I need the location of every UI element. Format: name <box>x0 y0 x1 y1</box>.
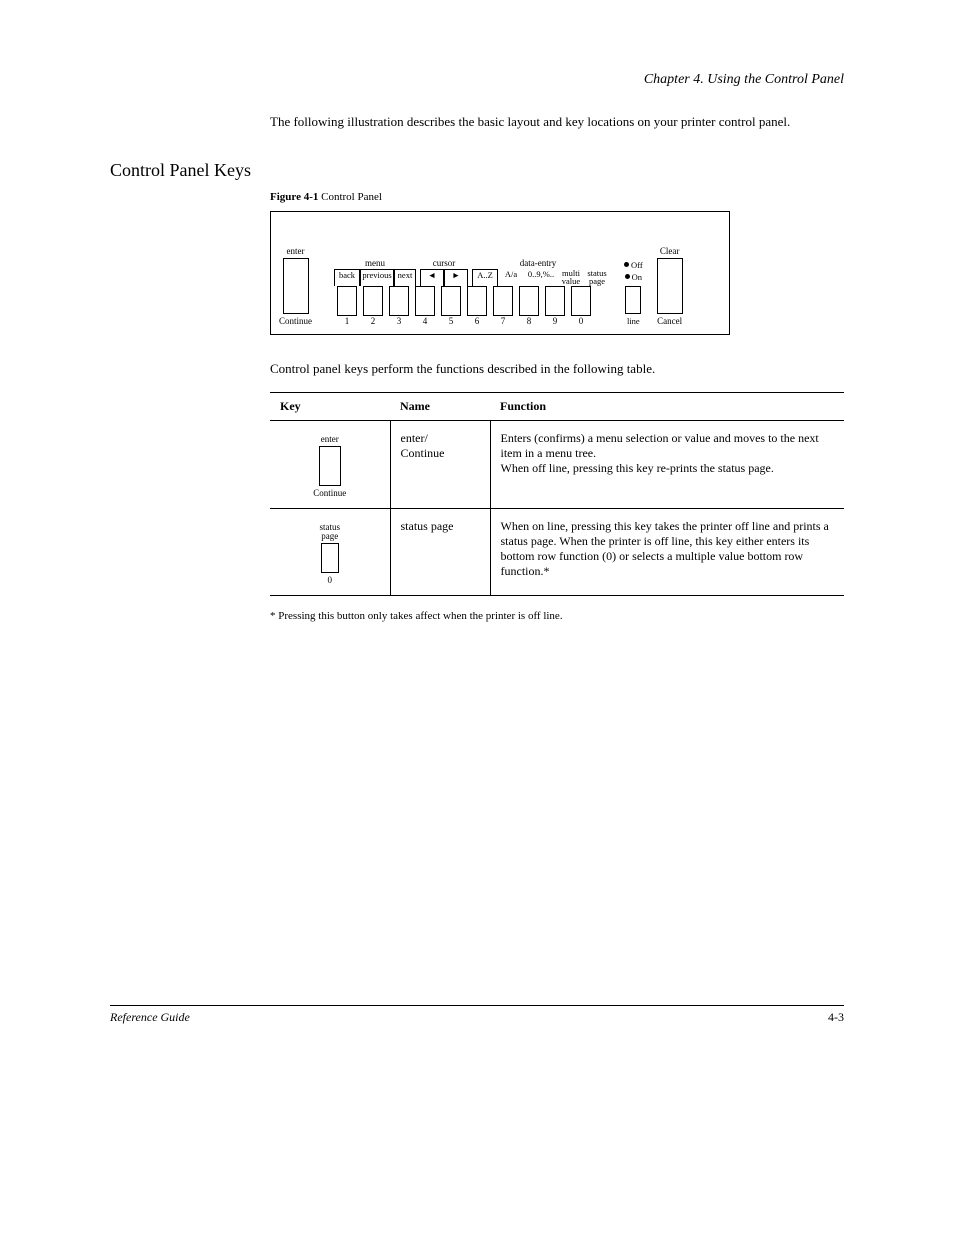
figure-number: Figure 4-1 <box>270 191 318 203</box>
panel-key-2 <box>363 286 383 316</box>
sub-multi: multi value <box>558 269 584 286</box>
intro-paragraph-1: The following illustration describes the… <box>270 112 844 132</box>
num-4: 4 <box>412 316 438 326</box>
panel-key-1 <box>337 286 357 316</box>
panel-key-9 <box>545 286 565 316</box>
led-off-icon <box>624 262 629 267</box>
sub-back: back <box>334 269 360 286</box>
footer-left: Reference Guide <box>110 1010 190 1025</box>
key-function-table: Key Name Function enter Continue enter/ … <box>270 392 844 596</box>
row2-key-icon: status page 0 <box>319 523 340 585</box>
section-title: Control Panel Keys <box>110 160 844 181</box>
control-panel-figure: enter Continue menu cursor data-entry ba… <box>270 211 844 335</box>
group-label-menu: menu <box>334 258 416 268</box>
led-on-label: On <box>632 272 642 282</box>
sub-az: A..Z <box>472 269 498 286</box>
row1-key-icon: enter Continue <box>313 434 346 498</box>
led-off-label: Off <box>631 260 643 270</box>
table-row: enter Continue enter/ Continue Enters (c… <box>270 421 844 509</box>
enter-continue-key: enter Continue <box>279 246 312 326</box>
num-8: 8 <box>516 316 542 326</box>
th-function: Function <box>490 393 844 421</box>
th-name: Name <box>390 393 490 421</box>
row2-function: When on line, pressing this key takes th… <box>490 509 844 596</box>
led-on-icon <box>625 274 630 279</box>
panel-key-3 <box>389 286 409 316</box>
num-2: 2 <box>360 316 386 326</box>
footnote: * Pressing this button only takes affect… <box>270 608 844 625</box>
num-0: 0 <box>568 316 594 326</box>
num-6: 6 <box>464 316 490 326</box>
sub-09: 0..9,%.. <box>524 269 558 286</box>
figure-title: Control Panel <box>318 191 382 203</box>
sub-aa: A/a <box>498 269 524 286</box>
intro-paragraph-2: Control panel keys perform the functions… <box>270 359 844 379</box>
sub-previous: previous <box>360 269 394 286</box>
num-1: 1 <box>334 316 360 326</box>
num-7: 7 <box>490 316 516 326</box>
num-3: 3 <box>386 316 412 326</box>
table-row: status page 0 status page When on line, … <box>270 509 844 596</box>
num-5: 5 <box>438 316 464 326</box>
row1-function: Enters (confirms) a menu selection or va… <box>490 421 844 509</box>
panel-key-8 <box>519 286 539 316</box>
th-key: Key <box>270 393 390 421</box>
group-label-data: data-entry <box>472 258 604 268</box>
figure-caption: Figure 4-1 Control Panel <box>270 191 844 203</box>
sub-status: status page <box>584 269 610 286</box>
group-label-cursor: cursor <box>416 258 472 268</box>
panel-key-6 <box>467 286 487 316</box>
online-leds: Off On line <box>624 259 643 326</box>
row2-name: status page <box>390 509 490 596</box>
num-9: 9 <box>542 316 568 326</box>
panel-key-7 <box>493 286 513 316</box>
chapter-header: Chapter 4. Using the Control Panel <box>110 72 844 88</box>
clear-cancel-key: Clear Cancel <box>657 246 683 326</box>
panel-key-5 <box>441 286 461 316</box>
row1-name: enter/ Continue <box>390 421 490 509</box>
sub-left: ◄ <box>420 269 444 286</box>
sub-right: ► <box>444 269 468 286</box>
panel-key-4 <box>415 286 435 316</box>
line-key <box>625 286 641 314</box>
panel-key-0 <box>571 286 591 316</box>
line-key-label: line <box>627 316 640 326</box>
sub-next: next <box>394 269 416 286</box>
footer-right: 4-3 <box>828 1010 844 1025</box>
page-footer: Reference Guide 4-3 <box>110 1005 844 1025</box>
